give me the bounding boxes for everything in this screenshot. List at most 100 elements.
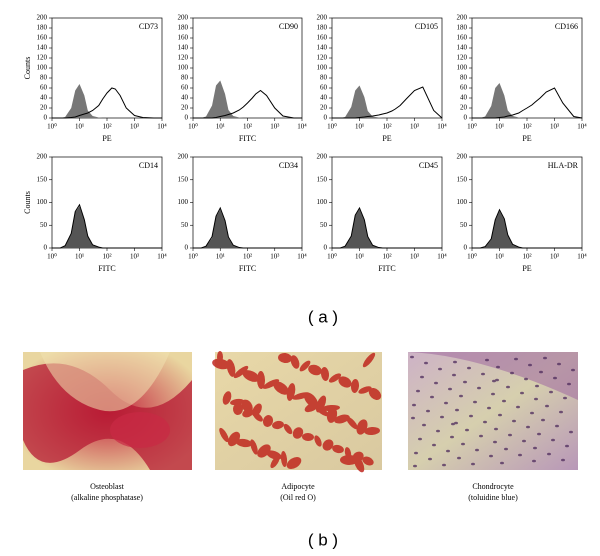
x-axis-label: FITC bbox=[239, 264, 256, 273]
plot-frame bbox=[51, 17, 163, 119]
texture bbox=[253, 412, 263, 422]
texture bbox=[491, 392, 495, 396]
texture bbox=[413, 464, 417, 468]
y-tick-label: 100 bbox=[37, 64, 48, 72]
y-tick-label: 80 bbox=[320, 74, 328, 82]
texture bbox=[522, 439, 526, 443]
texture bbox=[453, 360, 457, 364]
plot-frame bbox=[192, 156, 303, 249]
x-tick-label: 10⁰ bbox=[47, 253, 57, 261]
texture bbox=[504, 447, 508, 451]
texture bbox=[299, 360, 311, 372]
y-tick-label: 100 bbox=[457, 64, 468, 72]
y-tick-label: 120 bbox=[37, 54, 48, 62]
texture bbox=[448, 387, 452, 391]
x-axis-label: PE bbox=[102, 134, 111, 143]
x-axis-label: PE bbox=[522, 264, 531, 273]
texture bbox=[292, 427, 304, 439]
x-tick-label: 10¹ bbox=[216, 123, 225, 131]
histogram-line bbox=[193, 206, 302, 249]
y-tick-label: 50 bbox=[40, 221, 48, 229]
texture bbox=[250, 439, 258, 455]
texture bbox=[479, 434, 483, 438]
texture bbox=[457, 456, 461, 460]
texture bbox=[545, 404, 549, 408]
y-tick-label: 160 bbox=[178, 34, 189, 42]
texture bbox=[557, 362, 561, 366]
image-stain: (alkaline phosphatase) bbox=[71, 493, 143, 502]
x-tick-label: 10⁴ bbox=[157, 123, 167, 131]
x-tick-label: 10³ bbox=[410, 253, 419, 261]
y-tick-label: 180 bbox=[178, 24, 189, 32]
y-tick-label: 120 bbox=[457, 54, 468, 62]
texture bbox=[551, 438, 555, 442]
texture bbox=[332, 444, 344, 454]
y-tick-label: 60 bbox=[320, 84, 328, 92]
texture bbox=[350, 379, 360, 393]
texture bbox=[412, 403, 416, 407]
x-axis-label: FITC bbox=[98, 264, 115, 273]
texture bbox=[514, 357, 518, 361]
image-caption: Adipocyte bbox=[281, 482, 315, 491]
y-tick-label: 180 bbox=[317, 24, 328, 32]
marker-label: CD14 bbox=[139, 161, 158, 170]
y-tick-label: 200 bbox=[457, 14, 468, 22]
x-tick-label: 10² bbox=[382, 123, 391, 131]
y-tick-label: 140 bbox=[457, 44, 468, 52]
y-tick-label: 20 bbox=[320, 104, 328, 112]
y-tick-label: 80 bbox=[460, 74, 468, 82]
texture bbox=[492, 379, 496, 383]
histogram-area bbox=[332, 85, 442, 118]
texture bbox=[326, 407, 338, 423]
y-tick-label: 150 bbox=[37, 175, 48, 183]
texture bbox=[426, 409, 430, 413]
texture bbox=[286, 383, 296, 401]
image-chondrocyte bbox=[408, 352, 578, 470]
y-tick-label: 200 bbox=[317, 14, 328, 22]
texture bbox=[496, 365, 500, 369]
y-tick-label: 100 bbox=[317, 64, 328, 72]
texture bbox=[520, 391, 524, 395]
texture bbox=[286, 457, 302, 469]
y-tick-label: 80 bbox=[181, 74, 189, 82]
texture bbox=[270, 455, 280, 469]
y-tick-label: 0 bbox=[185, 114, 189, 122]
y-tick-label: 160 bbox=[457, 34, 468, 42]
marker-label: CD166 bbox=[555, 22, 578, 31]
texture bbox=[428, 457, 432, 461]
y-tick-label: 200 bbox=[457, 153, 468, 161]
texture bbox=[452, 373, 456, 377]
y-axis-label: Counts bbox=[23, 191, 32, 214]
texture bbox=[362, 456, 374, 466]
texture bbox=[530, 411, 534, 415]
y-tick-label: 0 bbox=[185, 244, 189, 252]
texture bbox=[518, 453, 522, 457]
texture bbox=[430, 395, 434, 399]
texture bbox=[455, 408, 459, 412]
texture bbox=[477, 386, 481, 390]
x-axis-label: PE bbox=[522, 134, 531, 143]
texture bbox=[541, 418, 545, 422]
texture bbox=[528, 363, 532, 367]
texture bbox=[308, 364, 322, 376]
x-tick-label: 10⁴ bbox=[157, 253, 167, 261]
x-tick-label: 10³ bbox=[270, 123, 279, 131]
x-tick-label: 10³ bbox=[550, 253, 559, 261]
texture bbox=[508, 433, 512, 437]
texture bbox=[516, 405, 520, 409]
texture bbox=[494, 427, 498, 431]
texture bbox=[469, 414, 473, 418]
texture bbox=[436, 429, 440, 433]
texture bbox=[495, 378, 499, 382]
texture bbox=[543, 356, 547, 360]
y-tick-label: 0 bbox=[324, 114, 328, 122]
texture bbox=[368, 387, 382, 401]
texture bbox=[334, 414, 350, 424]
texture bbox=[420, 375, 424, 379]
y-tick-label: 100 bbox=[317, 198, 328, 206]
y-tick-label: 200 bbox=[37, 14, 48, 22]
texture bbox=[451, 422, 455, 426]
texture bbox=[483, 420, 487, 424]
x-tick-label: 10³ bbox=[410, 123, 419, 131]
texture bbox=[219, 427, 229, 443]
